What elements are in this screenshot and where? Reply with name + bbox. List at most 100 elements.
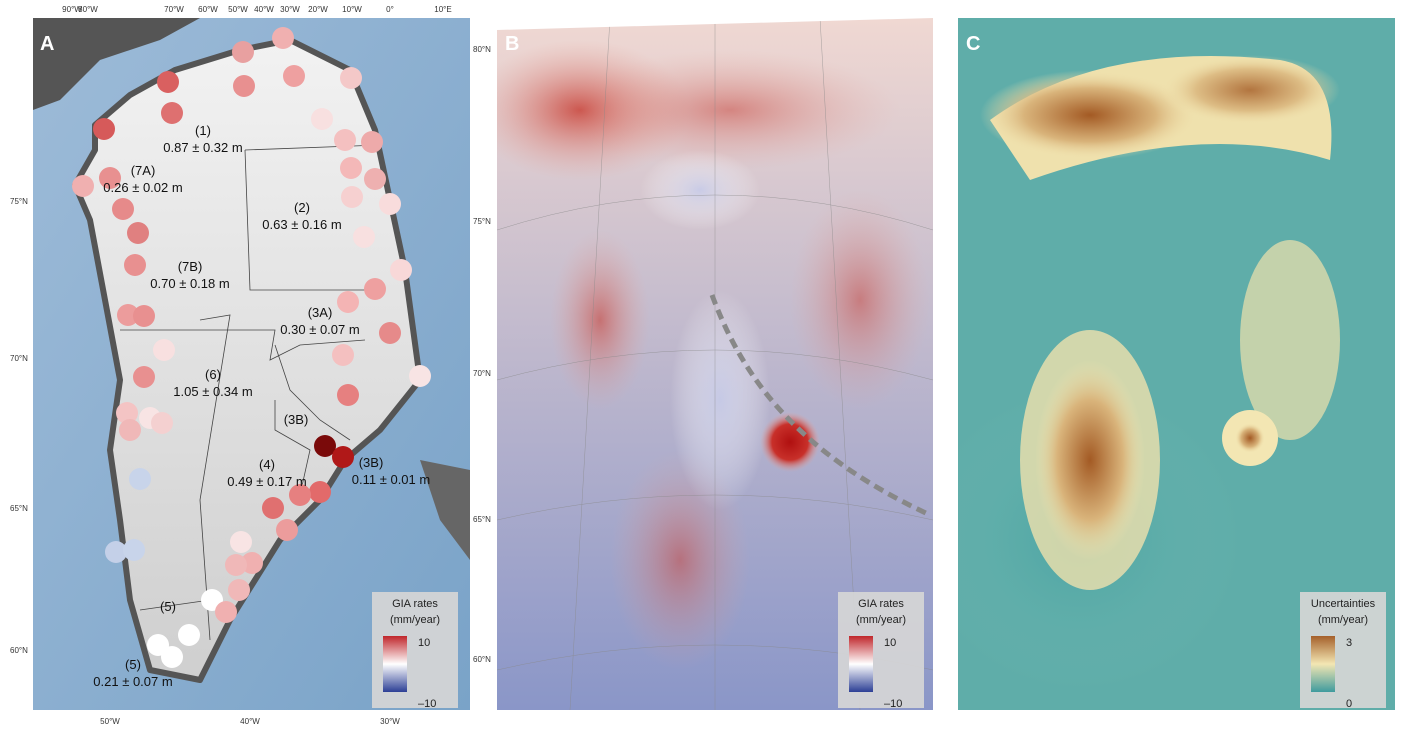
station xyxy=(262,497,284,519)
lat-label: 75°N xyxy=(473,217,491,226)
station xyxy=(233,75,255,97)
station xyxy=(157,71,179,93)
region-value: 0.49 ± 0.17 m xyxy=(227,474,306,489)
legend-unit: (mm/year) xyxy=(1318,614,1368,626)
station xyxy=(272,27,294,49)
lon-label: 40°W xyxy=(240,717,260,726)
station xyxy=(129,468,151,490)
panel-letter: C xyxy=(966,33,980,55)
legend: GIA rates (mm/year) 10 –10 xyxy=(372,592,458,710)
lat-label: 65°N xyxy=(473,515,491,524)
lon-label: 60°W xyxy=(198,5,218,14)
station xyxy=(178,624,200,646)
station xyxy=(161,102,183,124)
station xyxy=(133,305,155,327)
station xyxy=(332,446,354,468)
station xyxy=(390,259,412,281)
legend: Uncertainties (mm/year) 3 0 xyxy=(1300,592,1386,710)
station xyxy=(116,402,138,424)
station xyxy=(309,481,331,503)
legend-min: 0 xyxy=(1346,698,1352,710)
station xyxy=(161,646,183,668)
station xyxy=(117,304,139,326)
region-label: (5) xyxy=(125,657,141,672)
region-label: (4) xyxy=(259,457,275,472)
lon-label: 90°W xyxy=(62,5,82,14)
region-label: (3B) xyxy=(284,412,309,427)
legend-title: Uncertainties xyxy=(1311,598,1376,610)
station xyxy=(332,344,354,366)
station xyxy=(340,157,362,179)
lon-label: 70°W xyxy=(164,5,184,14)
station xyxy=(123,539,145,561)
region-label: (7B) xyxy=(178,259,203,274)
station xyxy=(334,129,356,151)
lon-label: 80°W xyxy=(78,5,98,14)
legend-min: –10 xyxy=(884,698,902,710)
lat-label: 60°N xyxy=(10,646,28,655)
station xyxy=(99,167,121,189)
station xyxy=(72,175,94,197)
station xyxy=(314,435,336,457)
region-label: (1) xyxy=(195,123,211,138)
region-value: 0.21 ± 0.07 m xyxy=(93,674,172,689)
region-label: (6) xyxy=(205,367,221,382)
legend-max: 10 xyxy=(884,637,896,649)
station xyxy=(112,198,134,220)
station xyxy=(337,384,359,406)
station xyxy=(409,365,431,387)
lon-label: 50°W xyxy=(228,5,248,14)
region-value: 0.11 ± 0.01 m xyxy=(352,472,430,487)
panel-letter: B xyxy=(505,33,519,55)
station xyxy=(225,554,247,576)
station xyxy=(127,222,149,244)
legend-title: GIA rates xyxy=(858,598,904,610)
legend-min: –10 xyxy=(418,698,436,710)
region-value: 0.30 ± 0.07 m xyxy=(280,322,359,337)
region-label: (3B) xyxy=(359,455,384,470)
lat-label: 80°N xyxy=(473,45,491,54)
lon-label: 10°E xyxy=(434,5,451,14)
station xyxy=(276,519,298,541)
lat-label: 60°N xyxy=(473,655,491,664)
region-label: (3A) xyxy=(308,305,333,320)
station xyxy=(230,531,252,553)
lon-label: 30°W xyxy=(280,5,300,14)
lat-label: 65°N xyxy=(10,504,28,513)
lon-label: 30°W xyxy=(380,717,400,726)
region-value: 0.87 ± 0.32 m xyxy=(163,140,242,155)
station xyxy=(105,541,127,563)
lon-label: 0° xyxy=(386,5,394,14)
lon-label: 50°W xyxy=(100,717,120,726)
lon-label: 10°W xyxy=(342,5,362,14)
region-value: 1.05 ± 0.34 m xyxy=(173,384,252,399)
panel-letter: A xyxy=(40,33,54,55)
station xyxy=(232,41,254,63)
region-label: (5) xyxy=(160,599,176,614)
lat-label: 70°N xyxy=(473,369,491,378)
station xyxy=(364,278,386,300)
station xyxy=(93,118,115,140)
station xyxy=(340,67,362,89)
station xyxy=(379,193,401,215)
station xyxy=(289,484,311,506)
station xyxy=(283,65,305,87)
region-label: (2) xyxy=(294,200,310,215)
station xyxy=(124,254,146,276)
station xyxy=(364,168,386,190)
station xyxy=(337,291,359,313)
station xyxy=(153,339,175,361)
legend-max: 3 xyxy=(1346,637,1352,649)
legend-title: GIA rates xyxy=(392,598,438,610)
legend-unit: (mm/year) xyxy=(390,614,440,626)
station xyxy=(379,322,401,344)
station xyxy=(353,226,375,248)
region-value: 0.26 ± 0.02 m xyxy=(103,180,182,195)
legend-unit: (mm/year) xyxy=(856,614,906,626)
station xyxy=(133,366,155,388)
station xyxy=(341,186,363,208)
station xyxy=(241,552,263,574)
station xyxy=(151,412,173,434)
lon-label: 20°W xyxy=(308,5,328,14)
